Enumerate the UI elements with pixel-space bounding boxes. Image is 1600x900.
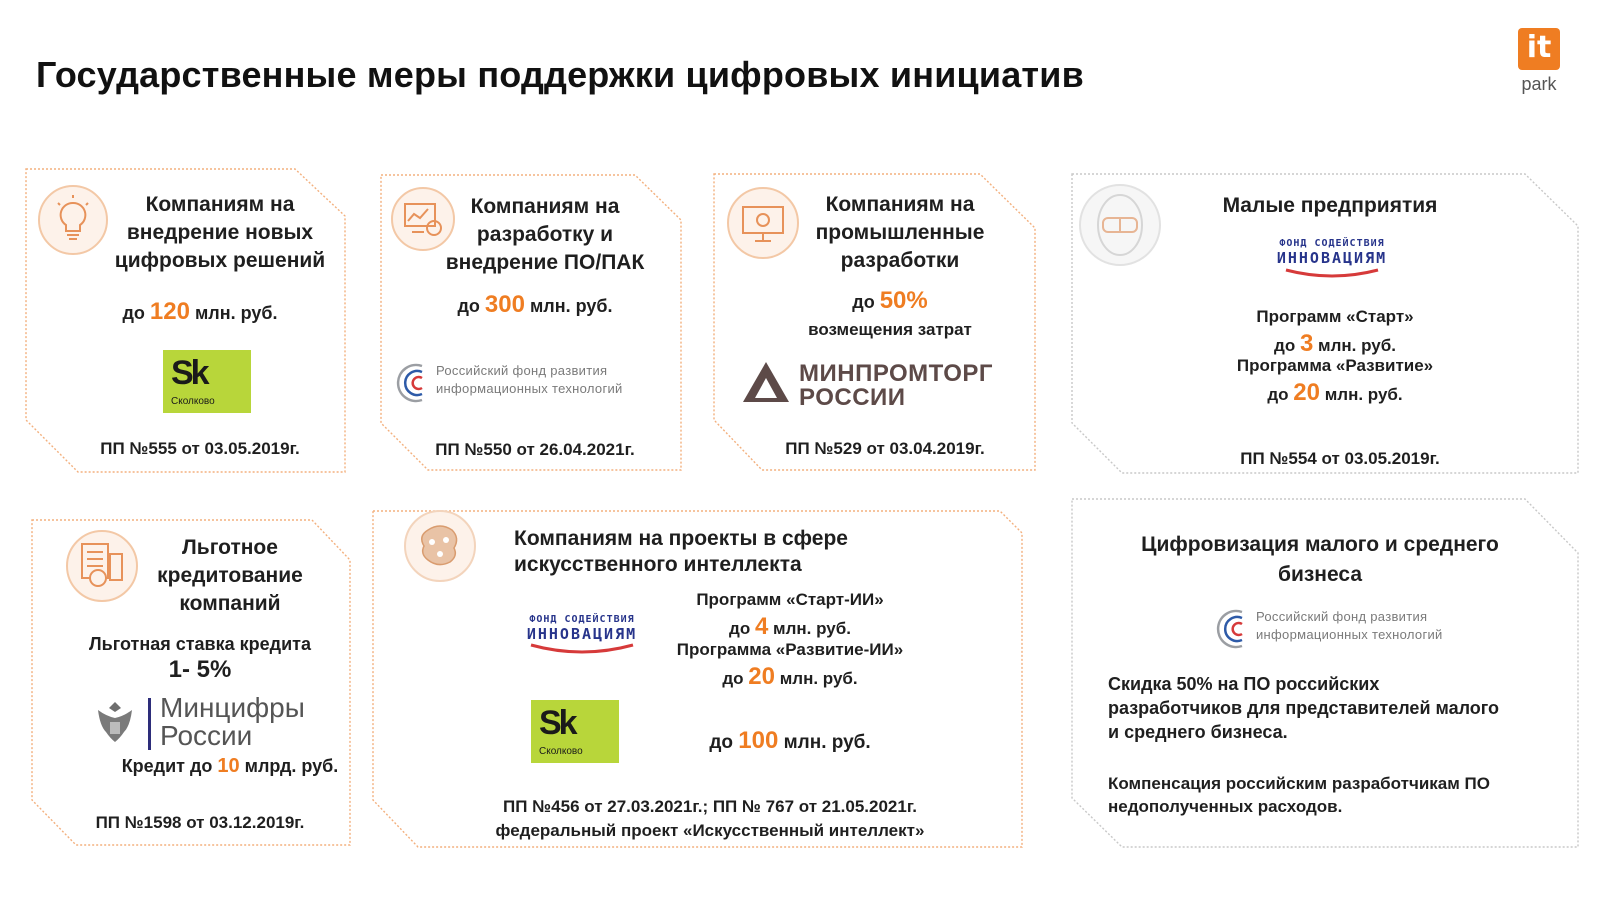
- page-title: Государственные меры поддержки цифровых …: [36, 54, 1084, 95]
- it-park-logo: it park: [1514, 28, 1564, 96]
- software-dev-icon: [390, 186, 456, 252]
- rfrit-arcs-icon: [396, 363, 423, 403]
- fund-swoosh-icon: [1285, 268, 1379, 278]
- card-title: Компаниям на разработку и внедрение ПО/П…: [445, 195, 645, 274]
- lightbulb-icon: [36, 183, 110, 257]
- decree: ПП №1598 от 03.12.2019г.: [95, 813, 305, 832]
- program-start-amount: до 3 млн. руб.: [1274, 330, 1396, 357]
- program-start-ai: Программ «Старт-ИИ»: [696, 590, 884, 609]
- minpromtorg-logo: МИНПРОМТОРГ РОССИИ: [741, 360, 1001, 412]
- rate-label: Льготная ставка кредита: [89, 634, 311, 654]
- card-title: Компаниям на промышленные разработки: [815, 193, 985, 272]
- compensation-note: Компенсация российским разработчикам ПО …: [1108, 774, 1490, 816]
- amount: до 50%: [852, 287, 928, 314]
- fund-swoosh-icon: [530, 643, 634, 654]
- ai-brain-icon: [402, 508, 478, 584]
- skolkovo-logo: Sk Сколково: [163, 350, 251, 413]
- program-start: Программ «Старт»: [1256, 307, 1414, 326]
- coat-of-arms-icon: [98, 702, 132, 742]
- program-development-ai: Программа «Развитие-ИИ»: [676, 640, 904, 659]
- card-title: Компаниям на внедрение новых цифровых ре…: [114, 193, 326, 272]
- decree: ПП №456 от 27.03.2021г.; ПП № 767 от 21.…: [495, 797, 925, 840]
- skolkovo-amount: до 100 млн. руб.: [709, 727, 871, 754]
- card-title: Льготное кредитование компаний: [157, 536, 303, 615]
- rate-value: 1- 5%: [168, 656, 232, 683]
- credit-amount: Кредит до 10 млрд. руб.: [121, 755, 339, 777]
- fund-innovation-logo: ФОНД СОДЕЙСТВИЯ ИННОВАЦИЯМ: [512, 614, 652, 670]
- industrial-monitor-icon: [725, 185, 801, 261]
- program-start-ai-amount: до 4 млн. руб.: [729, 613, 851, 640]
- decree: ПП №529 от 03.04.2019г.: [785, 439, 985, 458]
- fund-innovation-logo: ФОНД СОДЕЙСТВИЯ ИННОВАЦИЯМ: [1262, 238, 1402, 288]
- calculator-document-icon: [64, 528, 140, 604]
- card-title: Цифровизация малого и среднего бизнеса: [1141, 533, 1499, 586]
- minpromtorg-triangle-icon: [743, 362, 789, 402]
- it-park-mark: it: [1518, 28, 1560, 70]
- it-park-word: park: [1521, 74, 1557, 94]
- discount-text: Скидка 50% на ПО российских разработчико…: [1108, 674, 1500, 742]
- rfrit-arcs-icon: [1216, 609, 1243, 649]
- card-title: Малые предприятия: [1222, 194, 1438, 217]
- vr-goggles-icon: [1077, 182, 1163, 268]
- decree: ПП №555 от 03.05.2019г.: [100, 439, 300, 458]
- amount-note: возмещения затрат: [808, 320, 972, 339]
- decree: ПП №550 от 26.04.2021г.: [435, 440, 635, 459]
- program-development-ai-amount: до 20 млн. руб.: [722, 663, 858, 690]
- rfrit-logo: Российский фонд развития информационных …: [1212, 604, 1492, 654]
- program-development: Программа «Развитие»: [1236, 356, 1434, 375]
- mincifry-logo: Минцифры России: [88, 694, 338, 754]
- decree: ПП №554 от 03.05.2019г.: [1240, 449, 1440, 468]
- card-title: Компаниям на проекты в сфере искусственн…: [514, 527, 848, 576]
- amount: до 120 млн. руб.: [122, 298, 278, 325]
- skolkovo-logo: Sk Сколково: [531, 700, 619, 763]
- amount: до 300 млн. руб.: [457, 291, 613, 318]
- rfrit-logo: Российский фонд развития информационных …: [392, 358, 652, 408]
- program-development-amount: до 20 млн. руб.: [1267, 379, 1403, 406]
